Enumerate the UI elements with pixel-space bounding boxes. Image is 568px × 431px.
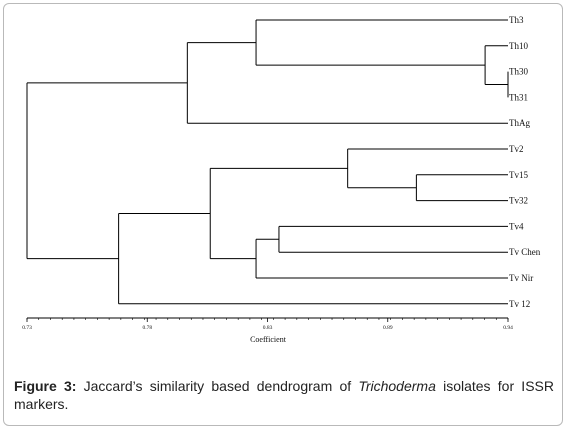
- leaf-label: Tv2: [509, 144, 524, 154]
- leaf-labels: Th3 Th10 Th30 Th31 ThAg Tv2 Tv15 Tv32 Tv4 Tv Chen…: [509, 15, 541, 309]
- dendrogram-branches: [26, 19, 509, 305]
- leaf-label: Th3: [509, 15, 524, 25]
- leaf-label: Tv4: [509, 221, 524, 231]
- dendrogram-chart: Th3 Th10 Th30 Th31 ThAg Tv2 Tv15 Tv32 Tv4 Tv Chen…: [22, 15, 541, 344]
- caption-genus: Trichoderma: [358, 378, 436, 394]
- x-tick-label: 0.94: [503, 325, 513, 331]
- caption-text-after: isolates for ISSR markers.: [14, 378, 554, 412]
- leaf-label: Th31: [509, 92, 528, 102]
- leaf-label: Tv Nir: [509, 273, 533, 283]
- leaf-label: Tv Chen: [509, 247, 541, 257]
- figure-frame: [3, 3, 563, 426]
- x-tick-label: 0.89: [383, 325, 393, 331]
- x-axis-title: Coefficient: [250, 335, 287, 344]
- leaf-label: Tv15: [509, 170, 528, 180]
- leaf-label: Tv32: [509, 196, 528, 206]
- caption-text-before: Jaccard’s similarity based dendrogram of: [76, 378, 359, 394]
- leaf-label: Tv 12: [509, 299, 530, 309]
- caption-label: Figure 3:: [14, 378, 77, 394]
- leaf-label: Th10: [509, 41, 528, 51]
- x-axis: 0.73 0.78 0.83 0.89 0.94: [22, 317, 513, 331]
- leaf-label: Th30: [509, 67, 528, 77]
- x-tick-label: 0.78: [142, 325, 152, 331]
- leaf-label: ThAg: [509, 118, 530, 128]
- x-tick-label: 0.83: [263, 325, 273, 331]
- x-tick-label: 0.73: [22, 325, 32, 331]
- figure-caption: Figure 3: Jaccard’s similarity based den…: [14, 377, 554, 413]
